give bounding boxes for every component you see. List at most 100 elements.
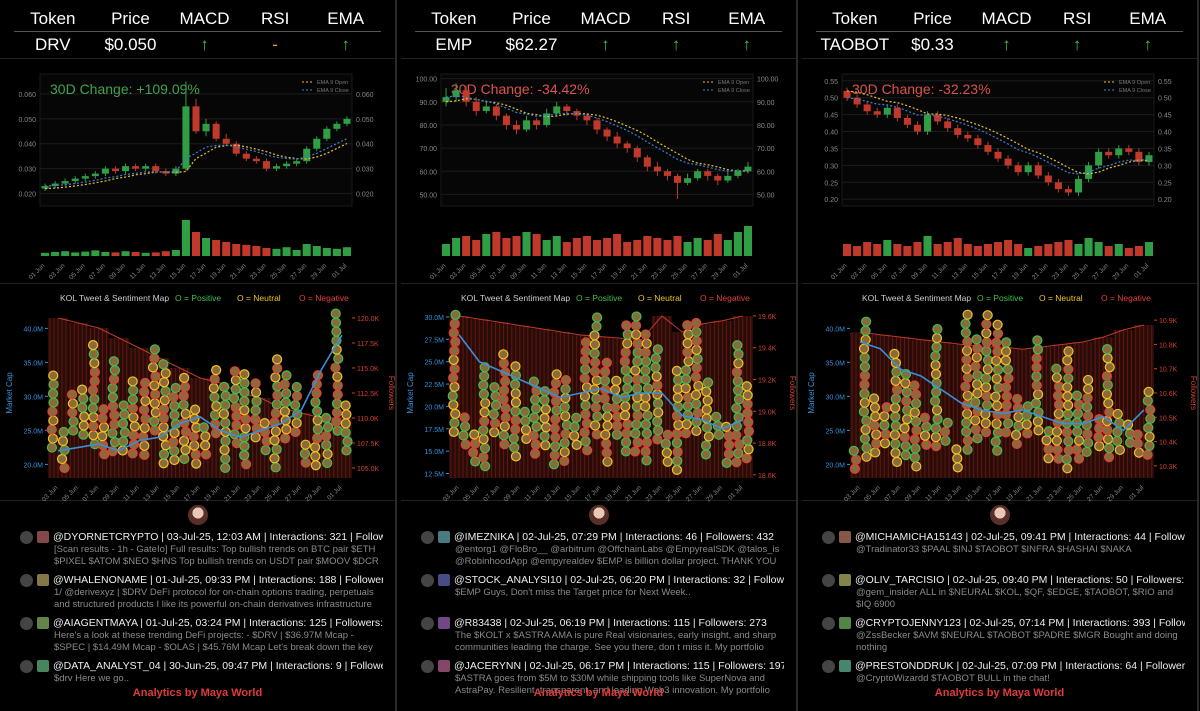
kol-avatar — [620, 437, 632, 448]
tweet-meta: @DYORNETCRYPTO | 03-Jul-25, 12:03 AM | I… — [53, 531, 383, 543]
x-tick-label: 07 Jun — [890, 262, 909, 281]
kol-avatar — [632, 383, 643, 394]
x-tick-label: 17 Jun — [985, 484, 1004, 502]
tweet-text: @gem_insider ALL in $NEURAL $KOL, $QF, $… — [856, 587, 1174, 610]
tweet-header: @MICHAMICHA15143 | 02-Jul-25, 09:41 PM |… — [822, 530, 1185, 544]
kol-avatar — [640, 329, 651, 340]
volume-bar — [322, 248, 331, 256]
kol-avatar — [1000, 346, 1012, 357]
y-tick-label: 50.00 — [419, 192, 437, 199]
volume-bar — [41, 252, 50, 256]
kol-avatar — [48, 397, 59, 408]
kol-avatar — [700, 440, 712, 451]
tweet-header: @JACERYNN | 02-Jul-25, 06:17 PM | Intera… — [421, 659, 784, 673]
tweet-meta: @R83438 | 02-Jul-25, 06:19 PM | Interact… — [454, 617, 767, 629]
separator — [0, 58, 395, 59]
x-tick-label: 19 Jun — [610, 262, 629, 281]
kol-avatar — [158, 449, 170, 460]
tweet-text: @CryptoWizardd $TAOBOT BULL in the chat! — [856, 673, 1050, 684]
kol-avatar — [640, 446, 651, 457]
volume-bar — [873, 244, 882, 256]
price-cell: $62.27 — [505, 35, 558, 54]
kol-avatar — [611, 429, 623, 440]
volume-bar — [502, 238, 511, 256]
kol-avatar — [270, 426, 281, 437]
kol-avatar — [127, 376, 138, 387]
tweet-list: @MICHAMICHA15143 | 02-Jul-25, 09:41 PM |… — [822, 530, 1185, 702]
kol-avatar — [149, 353, 160, 364]
kol-avatar — [962, 372, 973, 383]
kol-avatar — [650, 353, 661, 364]
candle-body — [91, 173, 99, 177]
user-avatar — [839, 574, 851, 586]
kol-avatar — [961, 417, 972, 428]
macd-cell: ↑ — [200, 35, 209, 54]
kol-avatar — [468, 447, 479, 458]
kol-avatar — [671, 437, 683, 448]
kol-avatar — [671, 365, 682, 376]
kol-avatar — [992, 346, 1003, 357]
kol-avatar — [150, 389, 161, 400]
kol-avatar — [559, 446, 570, 458]
candle-body — [333, 123, 341, 129]
y-tick-label: 70.00 — [757, 146, 775, 153]
kol-avatar — [1061, 454, 1072, 465]
kol-avatar — [1104, 406, 1115, 418]
kol-avatar — [1133, 447, 1145, 458]
kol-avatar — [291, 390, 303, 402]
kol-avatar — [59, 462, 70, 474]
kol-avatar — [179, 453, 190, 464]
kol-avatar — [919, 412, 930, 423]
user-avatar — [839, 617, 851, 629]
candle-body — [684, 178, 692, 183]
kol-avatar — [640, 392, 651, 403]
kol-avatar — [128, 412, 139, 423]
kol-avatar — [231, 420, 242, 431]
kol-avatar — [127, 394, 138, 405]
kol-avatar — [78, 420, 89, 431]
kol-avatar — [220, 462, 231, 473]
x-icon — [421, 530, 434, 544]
table-row: TAOBOT $0.33 ↑ ↑ ↑ — [816, 32, 1183, 57]
volume-bar — [733, 232, 742, 256]
kol-avatar — [1041, 435, 1052, 446]
tweet: @JACERYNN | 02-Jul-25, 06:17 PM | Intera… — [421, 659, 784, 696]
kol-avatar — [972, 343, 983, 354]
kol-avatar — [211, 401, 222, 412]
kol-avatar — [158, 413, 169, 424]
kol-avatar — [449, 345, 460, 356]
kol-avatar — [550, 432, 561, 443]
kol-avatar — [479, 416, 490, 427]
kol-avatar — [169, 454, 180, 466]
kol-avatar — [859, 433, 871, 444]
kol-avatar — [911, 425, 922, 436]
kol-avatar — [200, 449, 212, 460]
x-tick-label: 11 Jun — [931, 262, 950, 281]
tweet-meta: @DATA_ANALYST_04 | 30-Jun-25, 09:47 PM |… — [53, 660, 383, 672]
x-tick-label: 01 Jun — [429, 262, 448, 281]
y-tick-label: 0.20 — [824, 197, 838, 204]
tweet: @IMEZNIKA | 02-Jul-25, 07:29 PM | Intera… — [421, 530, 784, 567]
column-header: RSI — [661, 9, 691, 28]
kol-title: KOL Tweet & Sentiment Map — [862, 293, 971, 303]
kol-avatar — [500, 376, 511, 387]
kol-avatar — [982, 400, 993, 411]
kol-avatar — [127, 448, 138, 459]
kol-avatar — [178, 399, 189, 410]
kol-avatar — [46, 424, 57, 435]
volume-bar — [723, 240, 732, 256]
volume-bar — [532, 234, 541, 256]
kol-avatar — [272, 390, 283, 401]
kol-avatar — [272, 363, 283, 374]
x-tick-label: 09 Jun — [108, 262, 127, 281]
kol-avatar — [239, 378, 250, 389]
x-tick-label: 05 Jun — [469, 262, 488, 281]
kol-avatar — [1031, 380, 1042, 391]
volume-bar — [332, 248, 341, 256]
x-tick-label: 17 Jun — [584, 484, 603, 502]
kol-avatar — [1082, 374, 1094, 386]
candle-body — [744, 166, 752, 172]
y-tick-label: 0.45 — [824, 113, 838, 120]
y-tick-label: 25.0M — [425, 360, 445, 367]
